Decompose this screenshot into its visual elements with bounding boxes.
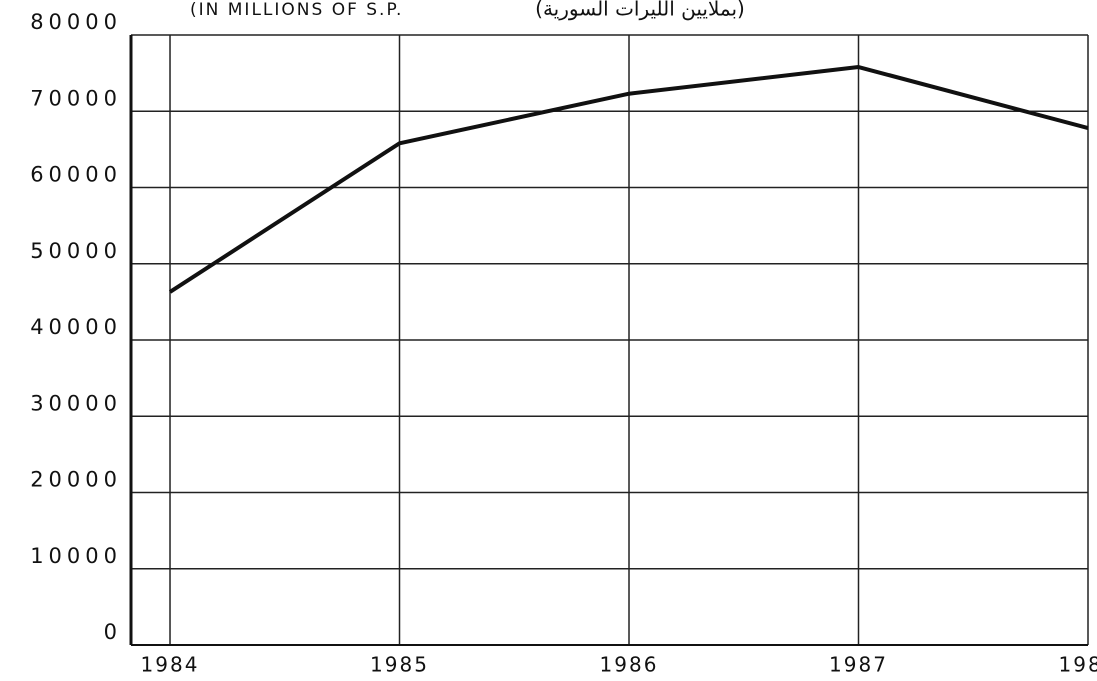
y-tick-label: 80000: [30, 10, 122, 34]
x-tick-label: 1987: [829, 653, 888, 677]
y-tick-label: 60000: [30, 163, 122, 187]
unit-label-en: (IN MILLIONS OF S.P.: [190, 0, 403, 20]
y-tick-label: 20000: [30, 468, 122, 492]
x-tick-label: 1988: [1059, 653, 1097, 677]
x-tick-label: 1984: [141, 653, 200, 677]
unit-label-ar: (بملايين الليرات السورية): [535, 0, 745, 21]
x-tick-label: 1985: [370, 653, 429, 677]
x-tick-label: 1986: [600, 653, 659, 677]
y-tick-label: 50000: [30, 239, 122, 263]
y-tick-label: 0: [104, 620, 122, 644]
y-tick-label: 30000: [30, 391, 122, 415]
data-line: [168, 65, 1089, 294]
y-tick-label: 40000: [30, 315, 122, 339]
y-tick-label: 10000: [30, 544, 122, 568]
y-tick-label: 70000: [30, 86, 122, 110]
